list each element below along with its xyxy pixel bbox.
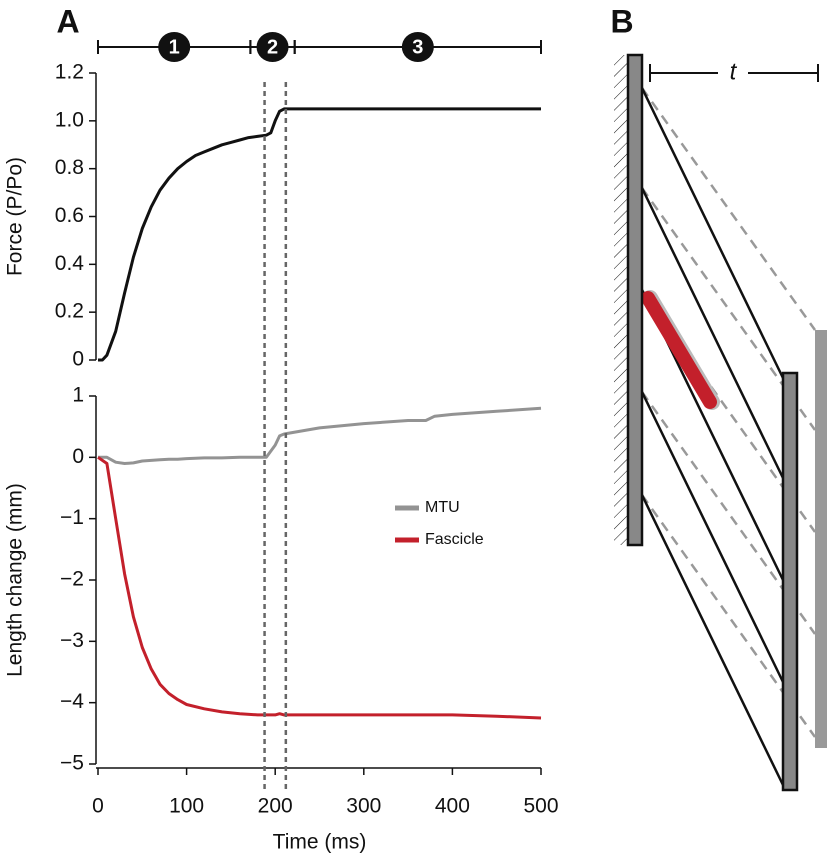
fascicle — [641, 291, 717, 409]
fibers — [640, 87, 785, 786]
phase-label: 2 — [267, 36, 278, 58]
y-tick-label: 1 — [72, 384, 84, 407]
legend-label: Fascicle — [425, 531, 484, 548]
y-tick-label: 1.2 — [55, 61, 84, 84]
y-tick-label: −1 — [60, 506, 84, 529]
y-tick-label: 0.2 — [55, 300, 84, 323]
phase-badge — [158, 32, 191, 62]
x-axis-label: Time (ms) — [273, 831, 367, 854]
y-tick-label: 0.8 — [55, 156, 84, 179]
diagram-label: t — [730, 58, 738, 85]
y-axis-label: Force (P/Po) — [4, 157, 27, 276]
x-tick-label: 0 — [92, 795, 104, 818]
y-tick-label: −3 — [60, 629, 84, 652]
y-tick-label: 0.4 — [55, 252, 85, 275]
y-tick-label: −2 — [60, 568, 84, 591]
aponeurosis-shifted — [815, 330, 827, 748]
t-bracket — [649, 64, 819, 82]
x-tick-label: 100 — [169, 795, 204, 818]
panel-label: A — [56, 3, 79, 39]
wall-hatch — [614, 55, 628, 545]
phase-badge — [256, 32, 289, 62]
y-tick-label: 0.6 — [55, 204, 84, 227]
phase-label: 3 — [412, 36, 423, 58]
data-line — [98, 107, 541, 362]
y-tick-label: −4 — [60, 690, 84, 713]
legend-label: MTU — [425, 499, 460, 516]
aponeurosis-left — [626, 53, 644, 547]
y-tick-label: 1.0 — [55, 108, 84, 131]
phase-badge — [401, 32, 434, 62]
aponeurosis-right — [781, 371, 799, 792]
y-tick-label: 0 — [72, 445, 84, 468]
x-tick-label: 500 — [523, 795, 558, 818]
x-tick-label: 400 — [435, 795, 470, 818]
data-line — [97, 456, 542, 720]
x-tick-label: 200 — [258, 795, 293, 818]
panel-label: B — [610, 3, 633, 39]
data-line — [98, 406, 542, 465]
phase-label: 1 — [169, 36, 180, 58]
diagram: t — [614, 53, 827, 792]
y-tick-label: 0 — [72, 348, 84, 371]
y-axis-label: Length change (mm) — [4, 483, 27, 677]
x-tick-label: 300 — [346, 795, 381, 818]
y-tick-label: −5 — [60, 752, 84, 775]
